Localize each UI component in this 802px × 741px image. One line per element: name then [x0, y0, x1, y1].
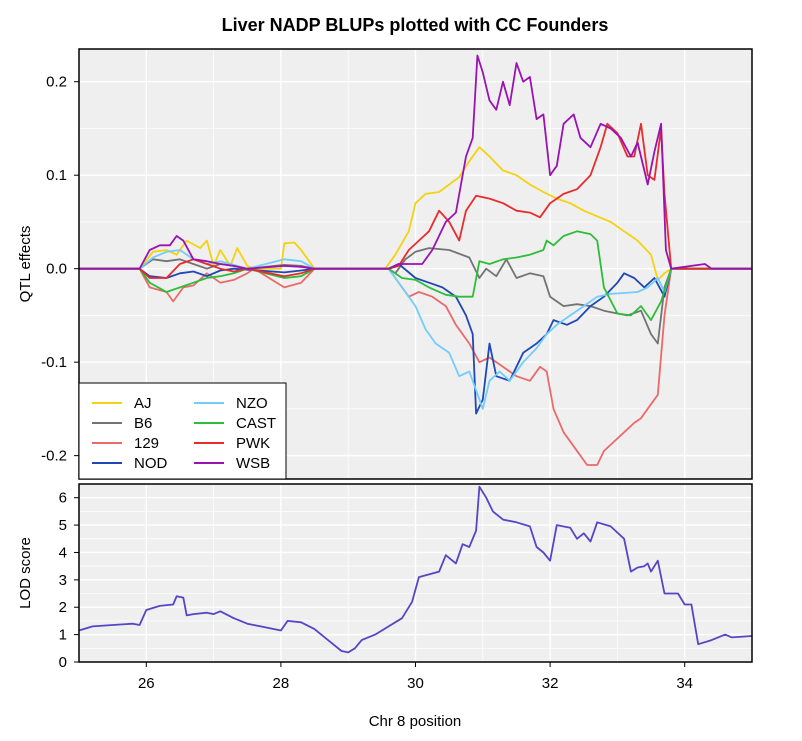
qtl-effects-y-ticks: 0.2 0.1 0.0 -0.1 -0.2 — [41, 74, 79, 465]
y-tick-label: 1 — [59, 627, 67, 644]
x-tick-label: 34 — [676, 675, 693, 692]
lod-score-series — [78, 485, 753, 654]
y-tick-label: 0 — [59, 654, 67, 671]
x-tick-label: 26 — [138, 675, 155, 692]
qtl-effects-frame — [78, 48, 753, 480]
qtl-effects-y-label: QTL effects — [17, 226, 34, 303]
x-axis-label: Chr 8 position — [369, 713, 462, 730]
series-line-lod-score — [78, 485, 753, 654]
legend-label-nod: NOD — [134, 455, 168, 472]
chart-title: Liver NADP BLUPs plotted with CC Founder… — [222, 15, 609, 35]
x-tick-label: 32 — [542, 675, 559, 692]
x-tick-label: 30 — [407, 675, 424, 692]
y-tick-label: 2 — [59, 599, 67, 616]
qtl-effects-series — [79, 54, 752, 466]
y-tick-label: 5 — [59, 517, 67, 534]
qtl-effects-panel: 0.2 0.1 0.0 -0.1 -0.2 QTL effects AJ B6 129 NOD… — [17, 48, 753, 480]
y-tick-label: 4 — [59, 544, 67, 561]
legend-label-b6: B6 — [134, 415, 152, 432]
legend-label-nzo: NZO — [236, 395, 268, 412]
series-line-aj — [79, 146, 752, 281]
y-tick-label: -0.2 — [41, 448, 67, 465]
series-line-pwk — [79, 122, 752, 279]
lod-score-y-label: LOD score — [17, 537, 34, 609]
y-tick-label: 0.2 — [46, 74, 67, 91]
legend-label-129: 129 — [134, 435, 159, 452]
series-line-cast — [79, 230, 752, 321]
legend: AJ B6 129 NOD NZO CAST PWK WSB — [78, 382, 287, 480]
y-tick-label: 3 — [59, 572, 67, 589]
y-tick-label: -0.1 — [41, 354, 67, 371]
legend-label-cast: CAST — [236, 415, 276, 432]
y-tick-label: 0.0 — [46, 261, 67, 278]
series-line-nod — [79, 263, 752, 415]
series-line-nzo — [79, 249, 752, 410]
y-tick-label: 6 — [59, 490, 67, 507]
x-axis-ticks: 26 28 30 32 34 — [138, 662, 693, 692]
series-line-wsb — [79, 54, 752, 270]
x-tick-label: 28 — [273, 675, 290, 692]
legend-label-pwk: PWK — [236, 435, 270, 452]
legend-label-aj: AJ — [134, 395, 152, 412]
legend-label-wsb: WSB — [236, 455, 270, 472]
lod-score-y-ticks: 0 1 2 3 4 5 6 — [59, 490, 79, 671]
y-tick-label: 0.1 — [46, 167, 67, 184]
